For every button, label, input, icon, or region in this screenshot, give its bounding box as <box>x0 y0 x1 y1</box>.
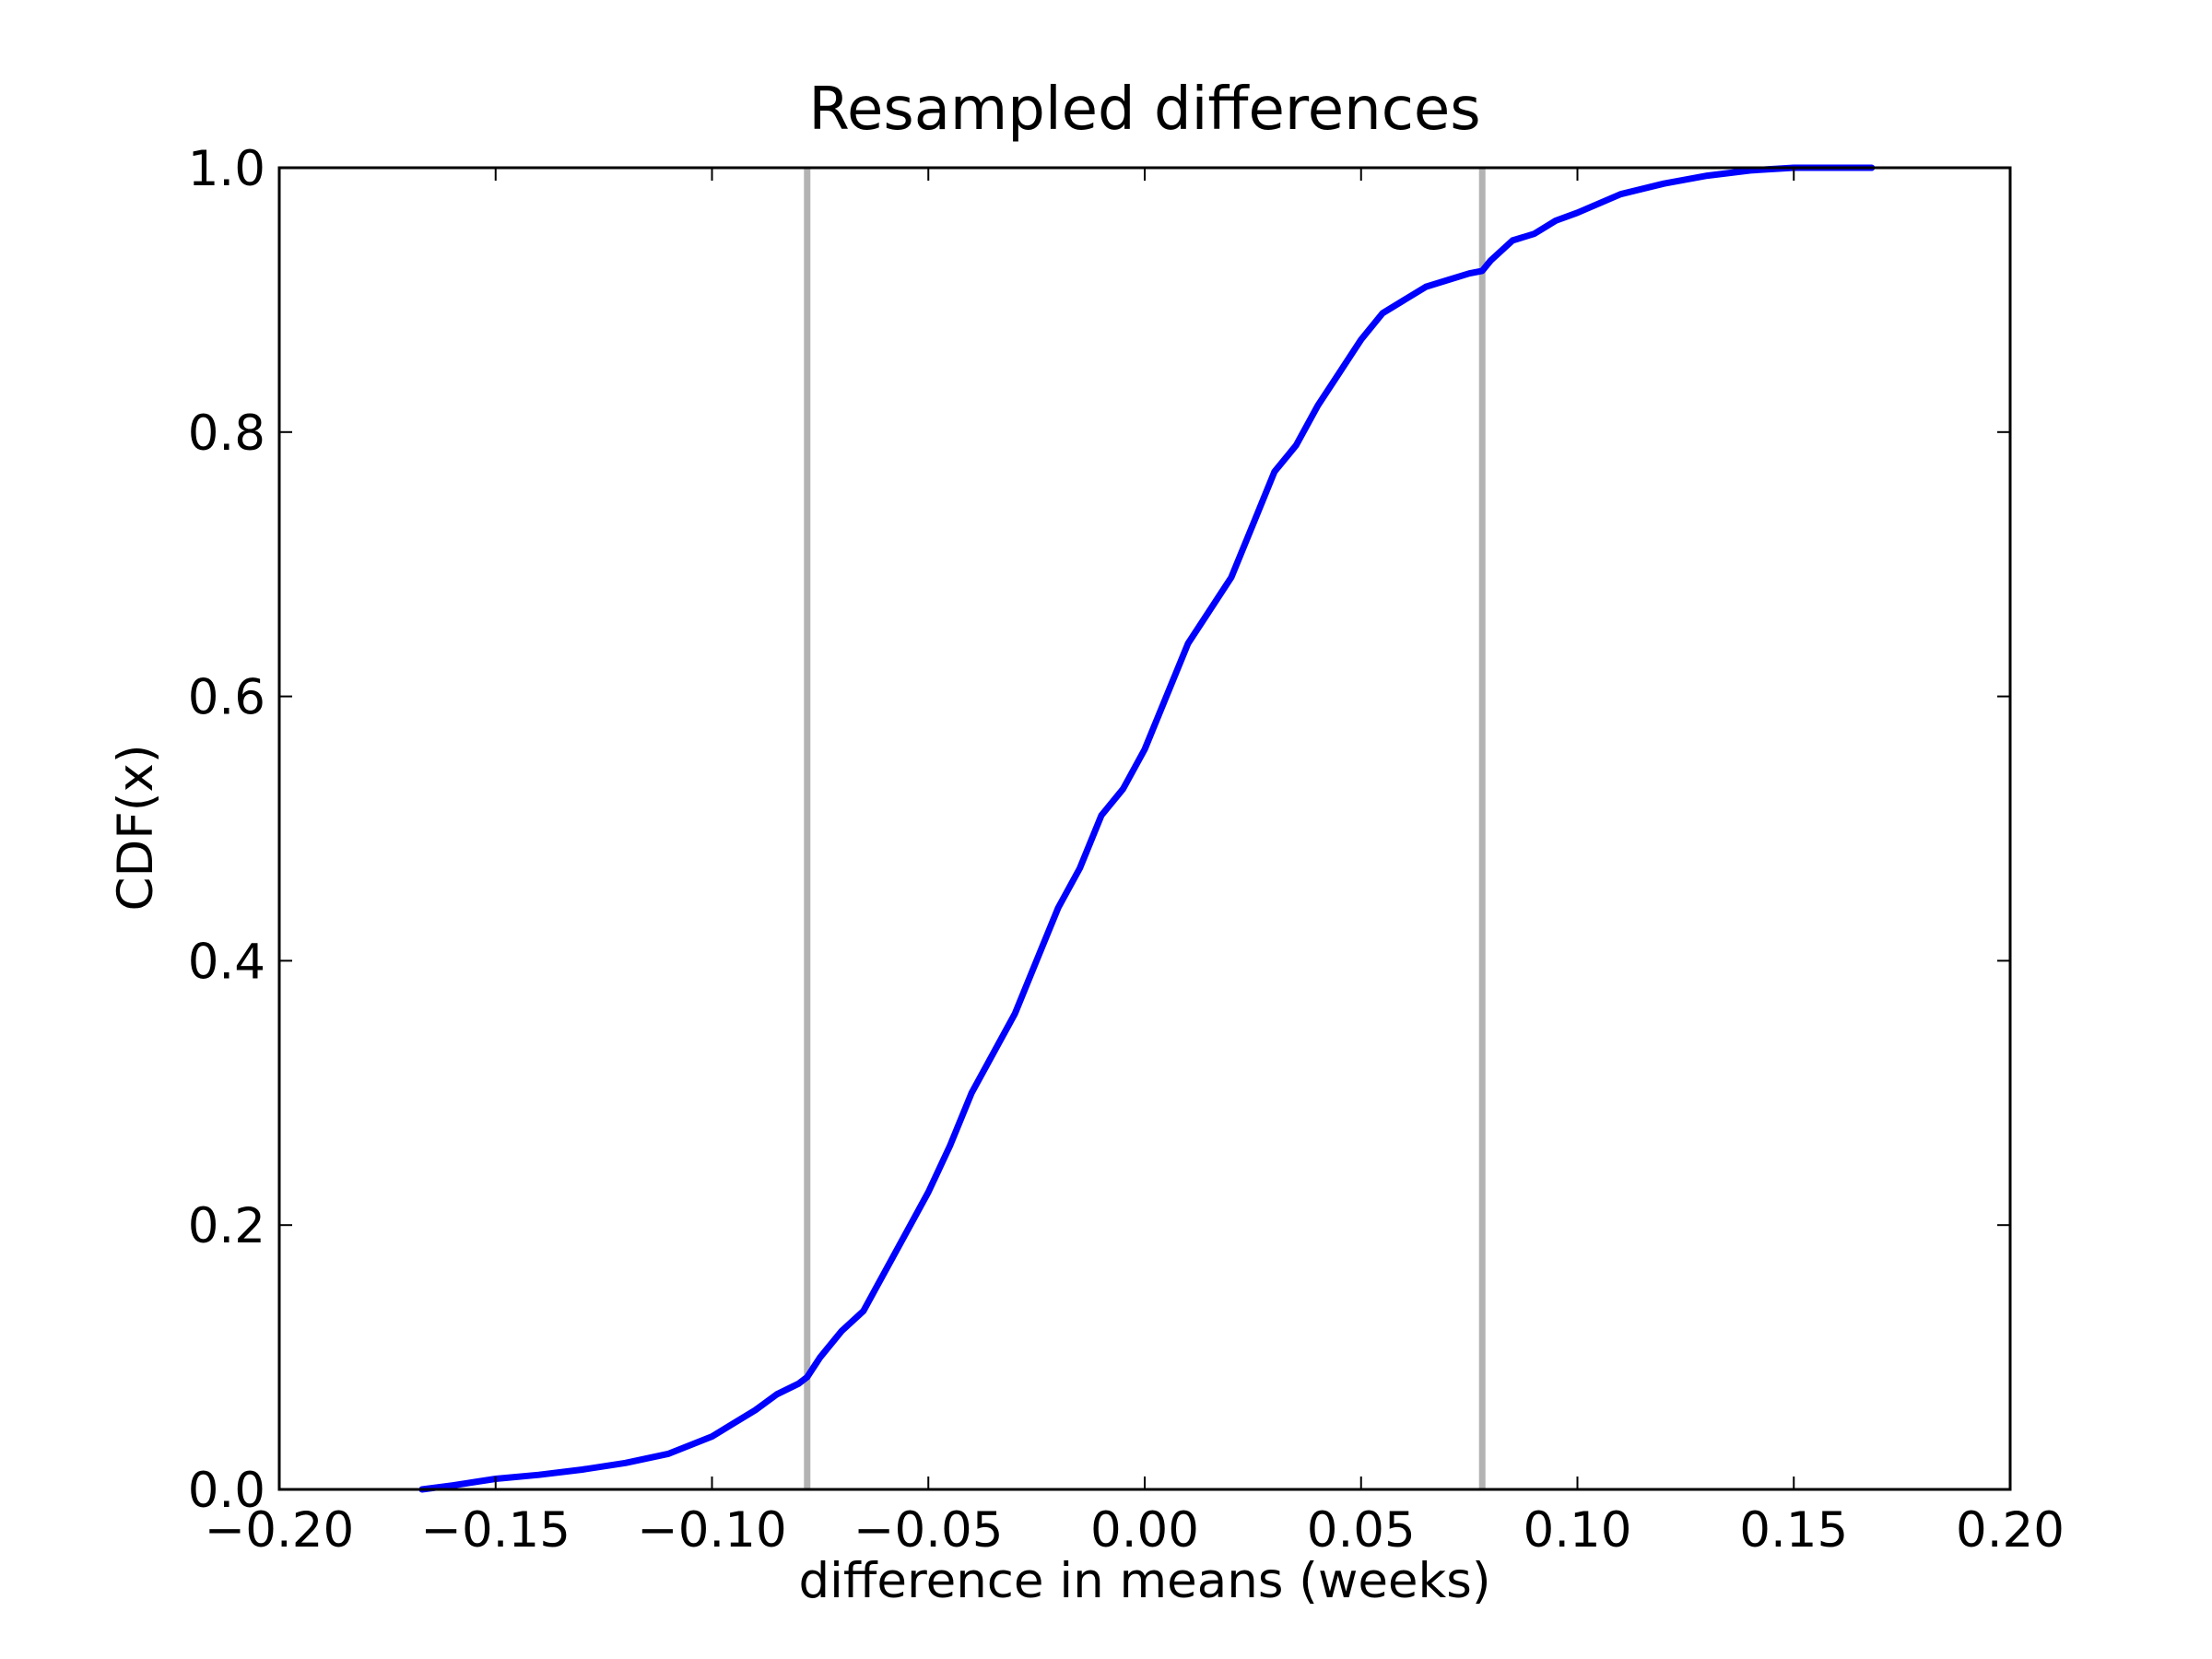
y-tick-label: 0.0 <box>188 1463 265 1519</box>
plot-frame <box>277 166 2012 1491</box>
y-axis-label: CDF(x) <box>108 744 164 911</box>
x-tick-label: 0.15 <box>1739 1502 1848 1559</box>
x-tick-label: −0.10 <box>637 1502 786 1559</box>
ticks-layer <box>278 167 2011 1490</box>
x-tick-label: 0.00 <box>1090 1502 1199 1559</box>
y-tick-label: 0.6 <box>188 670 265 726</box>
reference-lines <box>804 168 1486 1489</box>
x-tick-label: −0.15 <box>421 1502 571 1559</box>
x-axis-label: difference in means (weeks) <box>798 1553 1490 1609</box>
chart-title: Resampled differences <box>808 76 1480 144</box>
x-tick-label: 0.10 <box>1523 1502 1631 1559</box>
y-tick-labels: 0.0 0.2 0.4 0.6 0.8 1.0 <box>188 141 265 1519</box>
x-tick-label: 0.20 <box>1956 1502 2065 1559</box>
x-tick-labels: −0.20 −0.15 −0.10 −0.05 0.00 0.05 0.10 0.15 0.20 <box>205 1502 2065 1559</box>
y-tick-label: 1.0 <box>188 141 265 197</box>
x-tick-label: −0.20 <box>205 1502 354 1559</box>
x-tick-label: −0.05 <box>853 1502 1003 1559</box>
series-layer <box>418 164 1876 1493</box>
cdf-series-line <box>418 164 1876 1493</box>
x-tick-label: 0.05 <box>1307 1502 1416 1559</box>
y-tick-label: 0.4 <box>188 934 265 990</box>
y-tick-label: 0.2 <box>188 1198 265 1254</box>
y-tick-label: 0.8 <box>188 406 265 462</box>
